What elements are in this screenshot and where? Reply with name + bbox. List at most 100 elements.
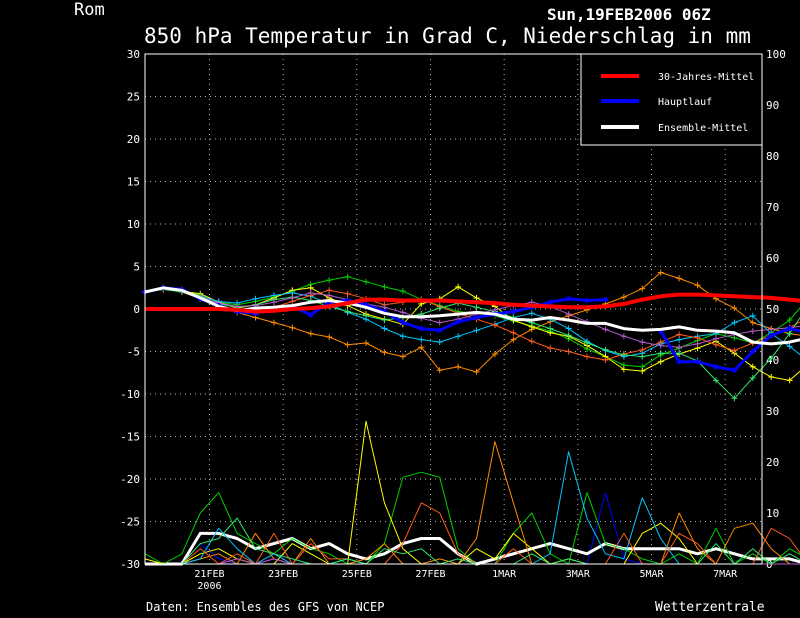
temp-line-ensemble-3 xyxy=(144,286,800,381)
temp-point xyxy=(436,305,443,312)
temp-point xyxy=(602,357,609,363)
temp-point xyxy=(363,278,370,285)
temp-point xyxy=(437,327,443,333)
temp-point xyxy=(436,367,443,374)
temp-point xyxy=(363,340,370,346)
temp-point xyxy=(270,299,277,306)
temp-point xyxy=(344,341,351,348)
temp-point xyxy=(676,331,683,338)
temp-point xyxy=(510,329,517,336)
temp-point xyxy=(712,377,719,384)
temp-point xyxy=(602,346,609,353)
temp-point xyxy=(787,326,793,332)
temp-point xyxy=(307,289,314,296)
temp-point xyxy=(676,359,682,365)
y-right-tick-label: 90 xyxy=(766,99,779,112)
temp-point xyxy=(418,344,425,351)
temp-point xyxy=(676,275,683,282)
y-left-tick-label: 20 xyxy=(127,133,140,146)
plot-frame xyxy=(144,53,763,565)
temp-point xyxy=(528,338,535,345)
temp-point xyxy=(584,353,591,360)
y-left-tick-label: -5 xyxy=(127,346,140,359)
temp-point xyxy=(749,374,756,381)
temp-point xyxy=(363,312,370,319)
temp-point xyxy=(565,325,572,332)
temp-point xyxy=(510,336,517,343)
temp-point xyxy=(731,347,738,354)
y-right-tick-label: 30 xyxy=(766,405,779,418)
temp-point xyxy=(602,297,608,303)
y-left-tick-label: -10 xyxy=(120,388,140,401)
temp-point xyxy=(381,349,388,356)
x-tick-label: 5MAR xyxy=(639,569,664,580)
y-right-tick-label: 40 xyxy=(766,354,779,367)
temp-point xyxy=(547,299,553,305)
precip-line-ensemble-1 xyxy=(144,471,800,565)
y-left-tick-label: -30 xyxy=(120,558,140,571)
temp-point xyxy=(768,355,775,362)
temp-point xyxy=(252,295,259,302)
temp-point xyxy=(436,339,443,346)
temp-point xyxy=(712,341,719,348)
temp-point xyxy=(344,273,351,280)
temp-line-30-jahres-mittel xyxy=(145,292,800,314)
x-tick-label: 23FEB xyxy=(268,569,298,580)
temp-point xyxy=(473,294,480,301)
chart-title: 850 hPa Temperatur in Grad C, Niederschl… xyxy=(144,24,751,48)
temp-point xyxy=(639,346,646,353)
x-tick-label: 1MAR xyxy=(492,569,517,580)
temp-point xyxy=(473,368,480,375)
temp-point xyxy=(712,335,719,342)
temp-point xyxy=(584,298,590,303)
temp-point xyxy=(657,342,664,349)
temp-point xyxy=(289,324,296,331)
temp-point xyxy=(749,319,756,326)
y-right-tick-label: 10 xyxy=(766,507,779,520)
y-right-tick-label: 50 xyxy=(766,303,779,316)
temp-point xyxy=(528,310,535,317)
temp-point xyxy=(695,359,701,365)
temperature-series xyxy=(142,269,800,402)
temp-point xyxy=(344,308,351,315)
precip-line-ensemble-mittel xyxy=(145,531,800,566)
temp-point xyxy=(565,348,572,355)
y-left-tick-label: -25 xyxy=(120,516,140,529)
temp-point xyxy=(786,343,793,350)
y-left-tick-label: 15 xyxy=(127,176,140,189)
temp-point xyxy=(768,374,775,380)
legend-label-mittel: 30-Jahres-Mittel xyxy=(658,72,754,83)
temp-point xyxy=(786,377,793,384)
brand-label: Wetterzentrale xyxy=(655,600,765,615)
temp-point xyxy=(731,395,738,402)
x-tick-year-label: 2006 xyxy=(197,581,221,592)
temp-point xyxy=(749,312,756,319)
y-right-tick-label: 70 xyxy=(766,201,779,214)
temp-point xyxy=(491,322,498,329)
temp-point xyxy=(565,332,572,339)
x-tick-label: 21FEB xyxy=(194,569,224,580)
temp-point xyxy=(326,334,333,341)
temp-line-ensemble-6 xyxy=(144,288,800,399)
temp-point xyxy=(676,336,683,343)
temp-point xyxy=(676,350,683,357)
temp-point xyxy=(307,284,314,291)
temp-point xyxy=(344,290,351,297)
y-left-tick-label: 25 xyxy=(127,91,140,104)
temp-point xyxy=(399,288,406,295)
temp-point xyxy=(455,319,461,325)
temp-point xyxy=(289,294,296,301)
temp-point xyxy=(326,292,333,299)
temp-point xyxy=(474,315,480,320)
precip-line-ensemble-7 xyxy=(145,517,800,565)
x-tick-label: 25FEB xyxy=(342,569,372,580)
temp-point xyxy=(750,349,756,354)
temp-point xyxy=(731,305,738,312)
temp-point xyxy=(381,283,388,290)
left-axis: 30 25 20 15 10 5 0 -5 -10 -15 -20 -25 -30 xyxy=(120,48,140,571)
temp-point xyxy=(455,363,462,370)
run-timestamp: Sun,19FEB2006 06Z xyxy=(547,5,711,24)
temp-point xyxy=(694,340,701,347)
temp-point xyxy=(547,345,554,352)
